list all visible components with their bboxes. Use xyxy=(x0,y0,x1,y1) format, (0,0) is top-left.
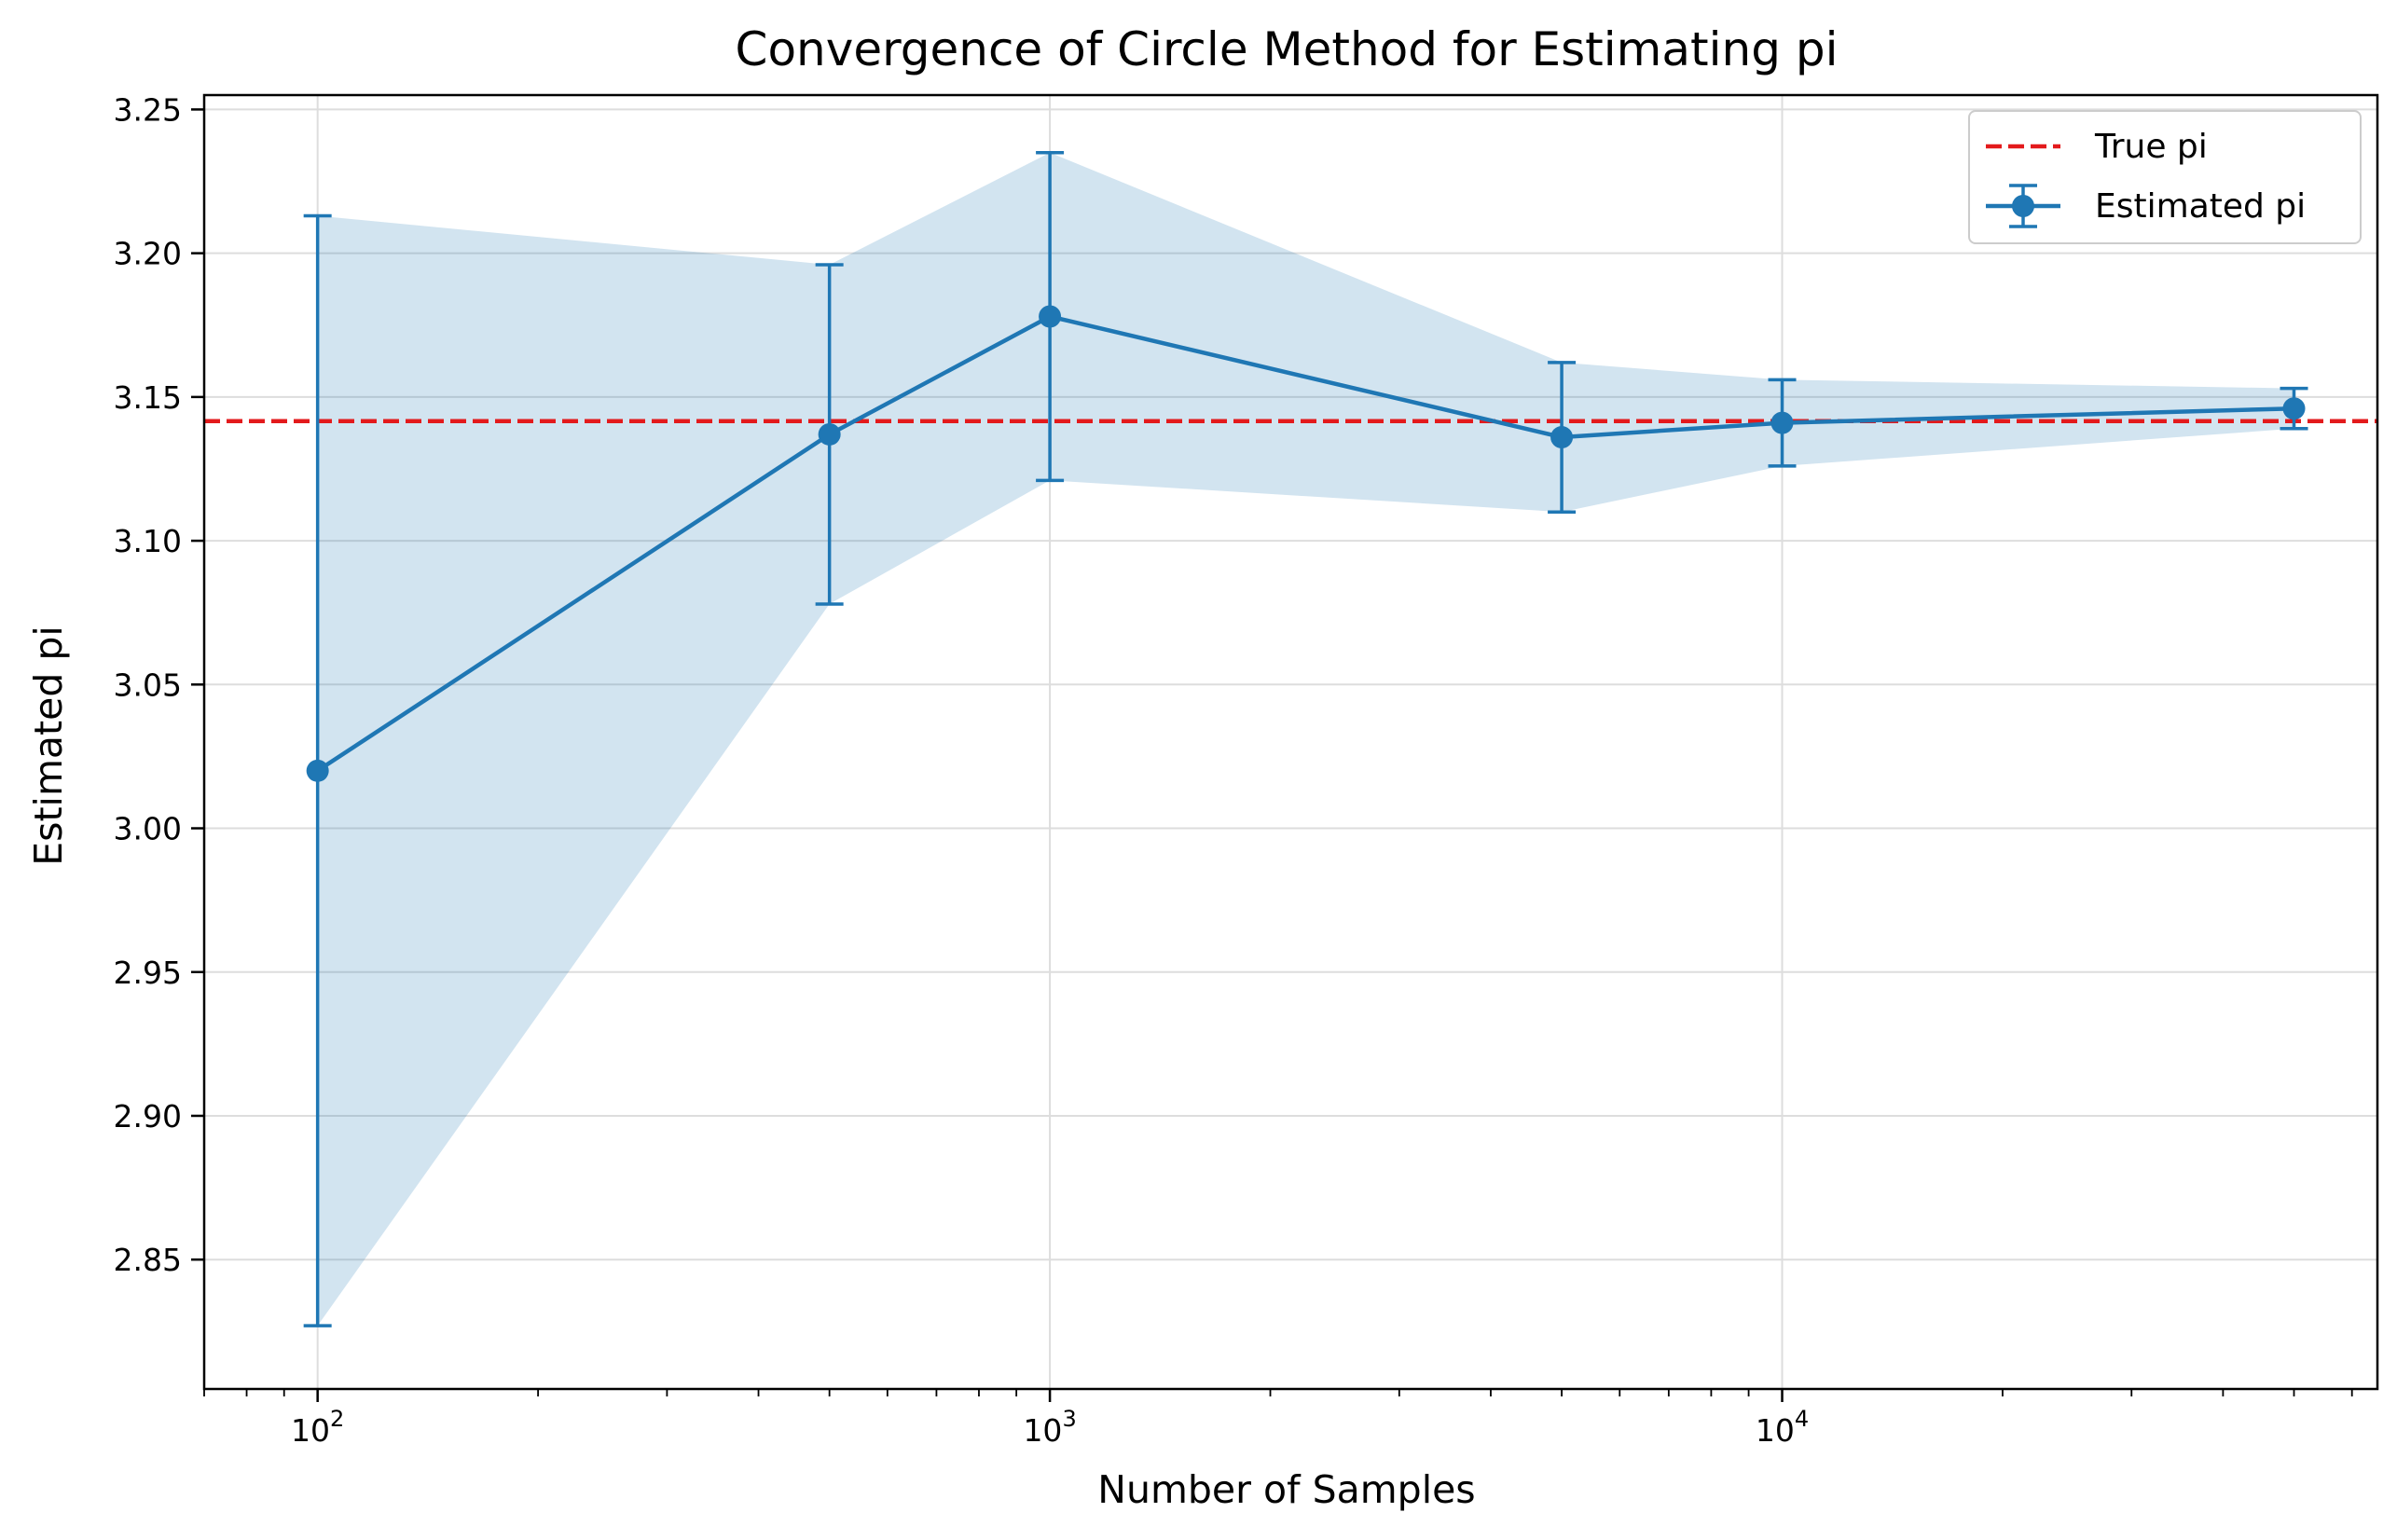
legend-box xyxy=(1968,110,2362,244)
x-tick-label: 104 xyxy=(1756,1406,1809,1449)
y-tick-label: 2.90 xyxy=(114,1098,182,1134)
estimated-pi-line xyxy=(316,314,2294,773)
data-point xyxy=(306,759,329,782)
legend: True pi Estimated pi xyxy=(1968,110,2362,244)
x-axis-title: Number of Samples xyxy=(1097,1467,1475,1512)
y-axis-title: Estimated pi xyxy=(26,626,71,866)
legend-label-estimated-pi: Estimated pi xyxy=(2095,187,2306,226)
data-point xyxy=(1550,426,1574,449)
legend-swatch-marker xyxy=(2012,195,2034,217)
x-tick-label: 103 xyxy=(1023,1406,1076,1449)
plot-frame xyxy=(202,93,2379,1391)
data-point xyxy=(818,422,841,446)
x-tick-label: 102 xyxy=(291,1406,344,1449)
y-tick-label: 3.10 xyxy=(114,523,182,559)
y-tick-label: 3.05 xyxy=(114,667,182,703)
y-tick-label: 3.25 xyxy=(114,91,182,128)
y-tick-label: 3.00 xyxy=(114,811,182,847)
series-layer xyxy=(303,150,2308,1327)
x-axis-ticks: 102 103 104 xyxy=(203,1389,2353,1449)
data-point xyxy=(1039,305,1062,328)
y-tick-label: 3.20 xyxy=(114,236,182,272)
grid-layer xyxy=(204,95,2377,1389)
y-tick-label: 3.15 xyxy=(114,379,182,416)
y-tick-label: 2.85 xyxy=(114,1242,182,1278)
data-point xyxy=(2282,397,2306,420)
legend-label-true-pi: True pi xyxy=(2094,128,2208,166)
chart-title: Convergence of Circle Method for Estimat… xyxy=(736,22,1839,76)
y-tick-label: 2.95 xyxy=(114,955,182,991)
y-axis-ticks: 2.85 2.90 2.95 3.00 3.05 3.10 3.15 3.20 3.25 xyxy=(114,91,204,1278)
data-point xyxy=(1770,411,1794,434)
